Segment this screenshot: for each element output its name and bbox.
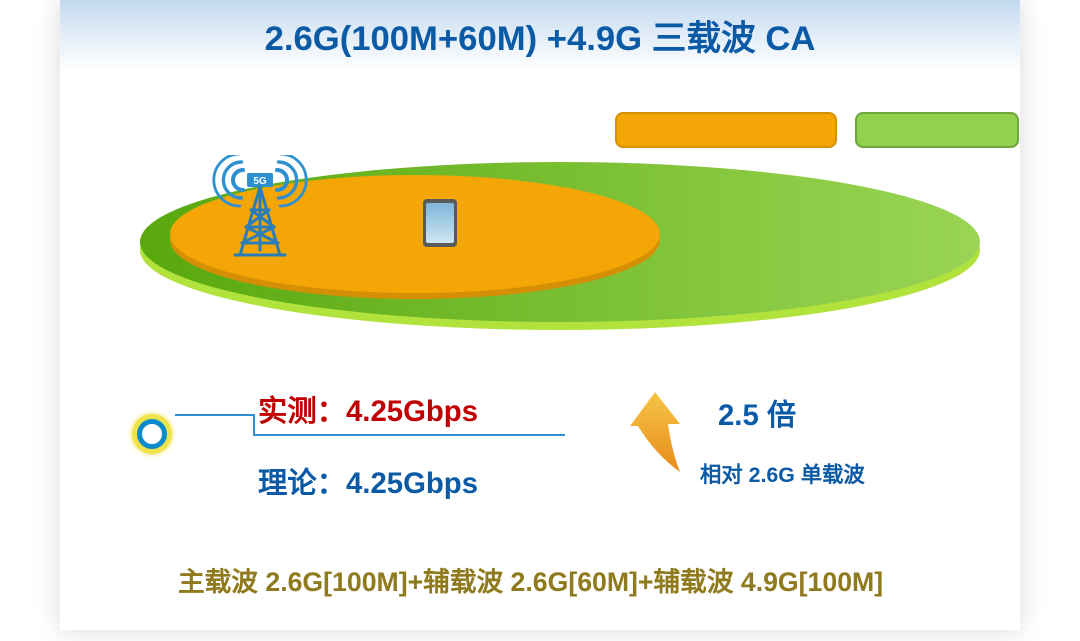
metric-theory-label: 理论： [258, 467, 346, 500]
carrier-config-footer: 主载波 2.6G[100M]+辅载波 2.6G[60M]+辅载波 4.9G[10… [178, 560, 883, 599]
bullet-ring-inner [137, 419, 167, 449]
metric-measured-label: 实测： [258, 395, 346, 428]
metric-divider-line [253, 434, 565, 436]
title-text: 2.6G(100M+60M) +4.9G 三载波 CA [265, 10, 816, 60]
multiplier-relative-label: 相对 2.6G 单载波 [700, 458, 865, 489]
metric-theory: 理论：4.25Gbps [258, 460, 478, 502]
phone-icon [423, 199, 457, 247]
metric-measured-value: 4.25Gbps [346, 395, 478, 428]
legend-orange-pill [615, 112, 837, 148]
svg-text:5G: 5G [253, 176, 267, 187]
multiplier-arrow-icon [630, 392, 680, 477]
canvas: 2.6G(100M+60M) +4.9G 三载波 CA 5G 实测：4.25Gb… [0, 0, 1080, 641]
metric-theory-value: 4.25Gbps [346, 467, 478, 500]
metric-upper-line [175, 414, 253, 416]
cell-tower-icon: 5G [205, 155, 315, 265]
multiplier-factor: 2.5 倍 [718, 392, 796, 434]
metric-step-vertical [253, 414, 255, 434]
legend-green-pill [855, 112, 1019, 148]
title-bar: 2.6G(100M+60M) +4.9G 三载波 CA [60, 0, 1020, 70]
metric-measured: 实测：4.25Gbps [258, 388, 478, 430]
